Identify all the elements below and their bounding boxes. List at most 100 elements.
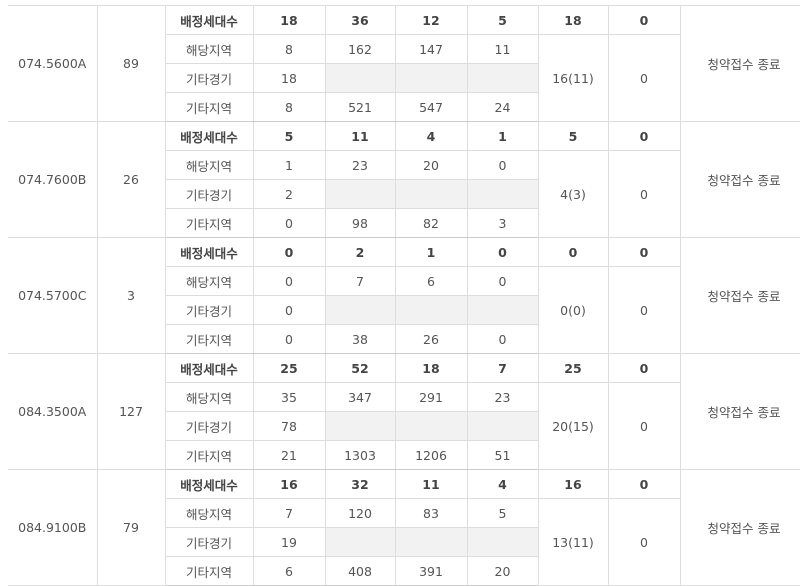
table-cell: 26 (394, 324, 468, 354)
table-cell: 1 (252, 150, 326, 180)
row-label: 배정세대수 (164, 353, 254, 383)
table-cell: 18 (537, 5, 609, 35)
table-cell: 0 (607, 121, 681, 151)
table-cell (324, 527, 396, 557)
table-cell: 11 (394, 469, 468, 499)
table-row: 기타지역 8 521 547 24 (8, 92, 800, 122)
table-cell: 24 (466, 92, 539, 122)
table-cell: 391 (394, 556, 468, 586)
table-cell: 4 (466, 469, 539, 499)
housing-type-cell: 074.5700C (8, 237, 98, 354)
table-cell (466, 411, 539, 441)
row-label: 배정세대수 (164, 5, 254, 35)
table-cell: 16 (252, 469, 326, 499)
table-cell (394, 295, 468, 325)
row-label: 해당지역 (164, 34, 254, 64)
table-cell: 1 (466, 121, 539, 151)
table-cell: 5 (466, 5, 539, 35)
status-cell: 청약접수 종료 (679, 121, 800, 238)
table-cell: 0 (252, 237, 326, 267)
table-cell: 0 (252, 266, 326, 296)
table-cell: 21 (252, 440, 326, 470)
table-cell (394, 179, 468, 209)
table-cell (394, 411, 468, 441)
table-cell: 0 (252, 295, 326, 325)
table-cell (324, 411, 396, 441)
table-cell (324, 63, 396, 93)
table-row: 기타경기 0 (8, 295, 800, 325)
table-cell: 20 (394, 150, 468, 180)
table-cell: 11 (466, 34, 539, 64)
subscription-results-table: 074.5600A 89 배정세대수 18 36 12 5 18 0 청약접수 종료 해당지역 8 16… (8, 5, 800, 586)
row-label: 기타경기 (164, 527, 254, 557)
table-cell: 8 (252, 34, 326, 64)
table-cell: 7 (466, 353, 539, 383)
table-cell: 291 (394, 382, 468, 412)
table-row: 해당지역 0 7 6 0 0(0) 0 (8, 266, 800, 354)
merged-cell: 0 (607, 382, 681, 470)
table-row: 해당지역 8 162 147 11 16(11) 0 (8, 34, 800, 122)
housing-type-cell: 074.5600A (8, 5, 98, 122)
row-label: 기타지역 (164, 208, 254, 238)
row-label: 해당지역 (164, 266, 254, 296)
row-label: 기타지역 (164, 556, 254, 586)
table-cell: 16 (537, 469, 609, 499)
merged-cell: 0 (607, 266, 681, 354)
table-row: 074.5600A 89 배정세대수 18 36 12 5 18 0 청약접수 종료 (8, 5, 800, 122)
table-cell: 38 (324, 324, 396, 354)
table-cell: 7 (252, 498, 326, 528)
row-label: 기타지역 (164, 92, 254, 122)
table-cell: 5 (252, 121, 326, 151)
table-cell: 408 (324, 556, 396, 586)
table-row: 기타지역 0 38 26 0 (8, 324, 800, 354)
supply-count-cell: 127 (96, 353, 166, 470)
table-row: 084.3500A 127 배정세대수 25 52 18 7 25 0 청약접수 종료 (8, 353, 800, 470)
table-cell: 0 (607, 353, 681, 383)
row-label: 기타지역 (164, 324, 254, 354)
table-cell: 0 (607, 469, 681, 499)
table-cell: 0 (466, 324, 539, 354)
table-cell: 5 (466, 498, 539, 528)
table-row: 기타지역 0 98 82 3 (8, 208, 800, 238)
merged-cell: 13(11) (537, 498, 609, 586)
table-cell: 0 (466, 237, 539, 267)
row-label: 기타지역 (164, 440, 254, 470)
row-label: 해당지역 (164, 382, 254, 412)
table-cell: 6 (252, 556, 326, 586)
table-cell: 162 (324, 34, 396, 64)
merged-cell: 0 (607, 150, 681, 238)
table-row: 074.5700C 3 배정세대수 0 2 1 0 0 0 청약접수 종료 (8, 237, 800, 354)
table-cell: 147 (394, 34, 468, 64)
table-cell: 32 (324, 469, 396, 499)
table-cell (324, 179, 396, 209)
status-cell: 청약접수 종료 (679, 5, 800, 122)
merged-cell: 16(11) (537, 34, 609, 122)
merged-cell: 0(0) (537, 266, 609, 354)
table-cell (466, 295, 539, 325)
table-row: 해당지역 7 120 83 5 13(11) 0 (8, 498, 800, 586)
table-row: 기타경기 19 (8, 527, 800, 557)
table-cell: 1 (394, 237, 468, 267)
status-cell: 청약접수 종료 (679, 353, 800, 470)
row-label: 해당지역 (164, 150, 254, 180)
row-label: 기타경기 (164, 411, 254, 441)
table-cell: 2 (324, 237, 396, 267)
table-cell: 18 (394, 353, 468, 383)
table-cell: 78 (252, 411, 326, 441)
table-cell: 20 (466, 556, 539, 586)
table-cell: 7 (324, 266, 396, 296)
row-label: 배정세대수 (164, 121, 254, 151)
merged-cell: 0 (607, 498, 681, 586)
table-cell: 11 (324, 121, 396, 151)
table-cell: 82 (394, 208, 468, 238)
table-cell: 98 (324, 208, 396, 238)
status-cell: 청약접수 종료 (679, 469, 800, 586)
table-row: 074.7600B 26 배정세대수 5 11 4 1 5 0 청약접수 종료 (8, 121, 800, 238)
table-row: 기타지역 21 1303 1206 51 (8, 440, 800, 470)
merged-cell: 0 (607, 34, 681, 122)
table-cell: 0 (466, 150, 539, 180)
table-cell: 2 (252, 179, 326, 209)
table-cell (466, 179, 539, 209)
table-cell: 0 (537, 237, 609, 267)
table-cell: 23 (324, 150, 396, 180)
